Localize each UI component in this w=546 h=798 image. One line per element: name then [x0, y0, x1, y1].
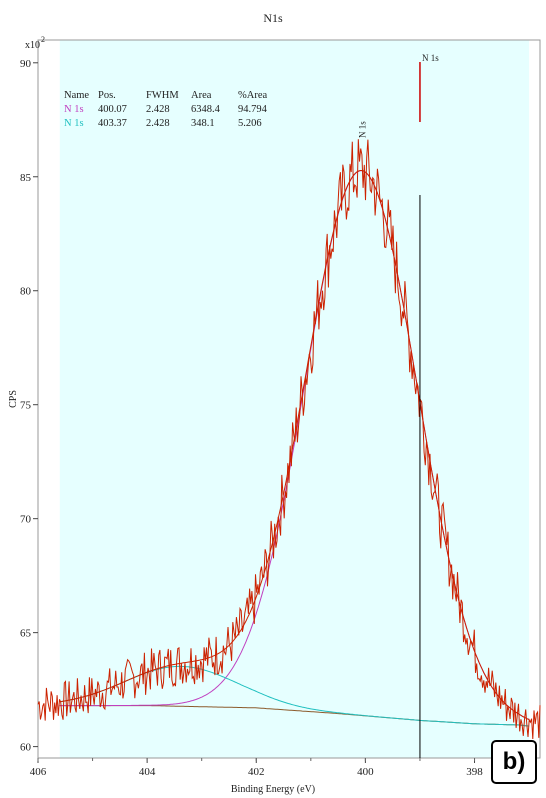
table-header: %Area: [238, 90, 267, 101]
x-tick-label: 402: [248, 766, 265, 778]
table-cell: N 1s: [64, 118, 84, 129]
table-cell: 2.428: [146, 104, 170, 115]
table-header: Area: [191, 90, 212, 101]
peak-label: N 1s: [358, 121, 368, 138]
x-tick-label: 404: [139, 766, 156, 778]
y-tick-label: 85: [20, 172, 32, 184]
table-header: Pos.: [98, 90, 116, 101]
fit-region: [59, 40, 530, 758]
table-cell: N 1s: [64, 104, 84, 115]
x-axis-label: Binding Energy (eV): [231, 784, 315, 795]
plot-frame: [37, 39, 541, 759]
x-tick-label: 398: [466, 766, 483, 778]
table-cell: 94.794: [238, 104, 268, 115]
y-tick-label: 75: [20, 400, 32, 412]
table-header: FWHM: [146, 90, 179, 101]
chart-title: N1s: [263, 11, 283, 25]
x-tick-label: 406: [30, 766, 47, 778]
y-axis-label: CPS: [8, 390, 19, 408]
table-cell: 400.07: [98, 104, 127, 115]
y-multiplier: x10: [25, 40, 40, 51]
y-tick-label: 80: [20, 286, 32, 298]
raw-spectrum: [37, 139, 541, 740]
y-tick-label: 60: [20, 742, 32, 754]
marker-label: N 1s: [422, 53, 439, 63]
panel-label: b): [491, 740, 537, 784]
y-tick-label: 90: [20, 58, 32, 70]
y-tick-label: 70: [20, 514, 32, 526]
table-cell: 403.37: [98, 118, 127, 129]
table-cell: 5.206: [238, 118, 262, 129]
table-cell: 348.1: [191, 118, 215, 129]
table-header: Name: [64, 90, 89, 101]
y-tick-label: 65: [20, 628, 32, 640]
y-multiplier-exponent: 2: [41, 35, 45, 44]
table-cell: 2.428: [146, 118, 170, 129]
table-cell: 6348.4: [191, 104, 221, 115]
x-tick-label: 400: [357, 766, 374, 778]
